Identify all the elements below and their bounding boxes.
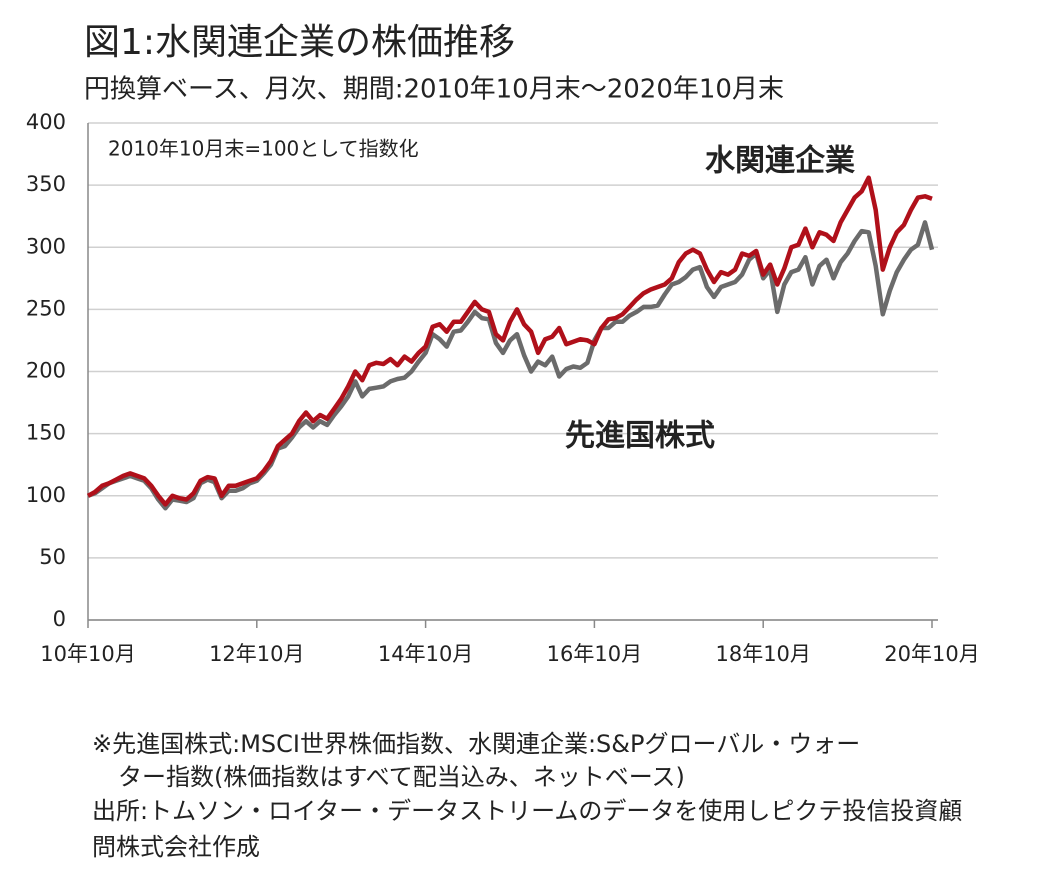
y-tick-label: 150 bbox=[26, 421, 66, 445]
y-tick-label: 350 bbox=[26, 172, 66, 196]
x-tick-label: 12年10月 bbox=[209, 642, 304, 666]
note: ※先進国株式:MSCI世界株価指数、水関連企業:S&Pグローバル・ウォー bbox=[92, 730, 860, 758]
note: 問株式会社作成 bbox=[92, 833, 260, 861]
y-tick-label: 100 bbox=[26, 483, 66, 507]
y-tick-label: 0 bbox=[53, 607, 66, 631]
y-tick-label: 200 bbox=[26, 359, 66, 383]
x-tick-label: 18年10月 bbox=[715, 642, 810, 666]
series-label: 先進国株式 bbox=[565, 419, 715, 454]
chart-title: 図1:水関連企業の株価推移 bbox=[84, 22, 515, 63]
note: ター指数(株価指数はすべて配当込み、ネットベース) bbox=[118, 763, 685, 791]
chart-subtitle: 円換算ベース、月次、期間:2010年10月末～2020年10月末 bbox=[84, 75, 784, 105]
x-tick-label: 14年10月 bbox=[378, 642, 473, 666]
annotation: 2010年10月末=100として指数化 bbox=[108, 137, 419, 161]
y-tick-label: 300 bbox=[26, 234, 66, 258]
y-tick-label: 50 bbox=[39, 545, 66, 569]
y-tick-label: 250 bbox=[26, 296, 66, 320]
series-label: 水関連企業 bbox=[705, 144, 855, 179]
x-tick-label: 20年10月 bbox=[884, 642, 979, 666]
x-tick-label: 10年10月 bbox=[40, 642, 135, 666]
series-line bbox=[86, 175, 933, 507]
y-tick-label: 400 bbox=[26, 110, 66, 134]
series-line bbox=[87, 220, 935, 511]
x-tick-label: 16年10月 bbox=[547, 642, 642, 666]
note: 出所:トムソン・ロイター・データストリームのデータを使用しピクテ投信投資顧 bbox=[92, 797, 962, 825]
